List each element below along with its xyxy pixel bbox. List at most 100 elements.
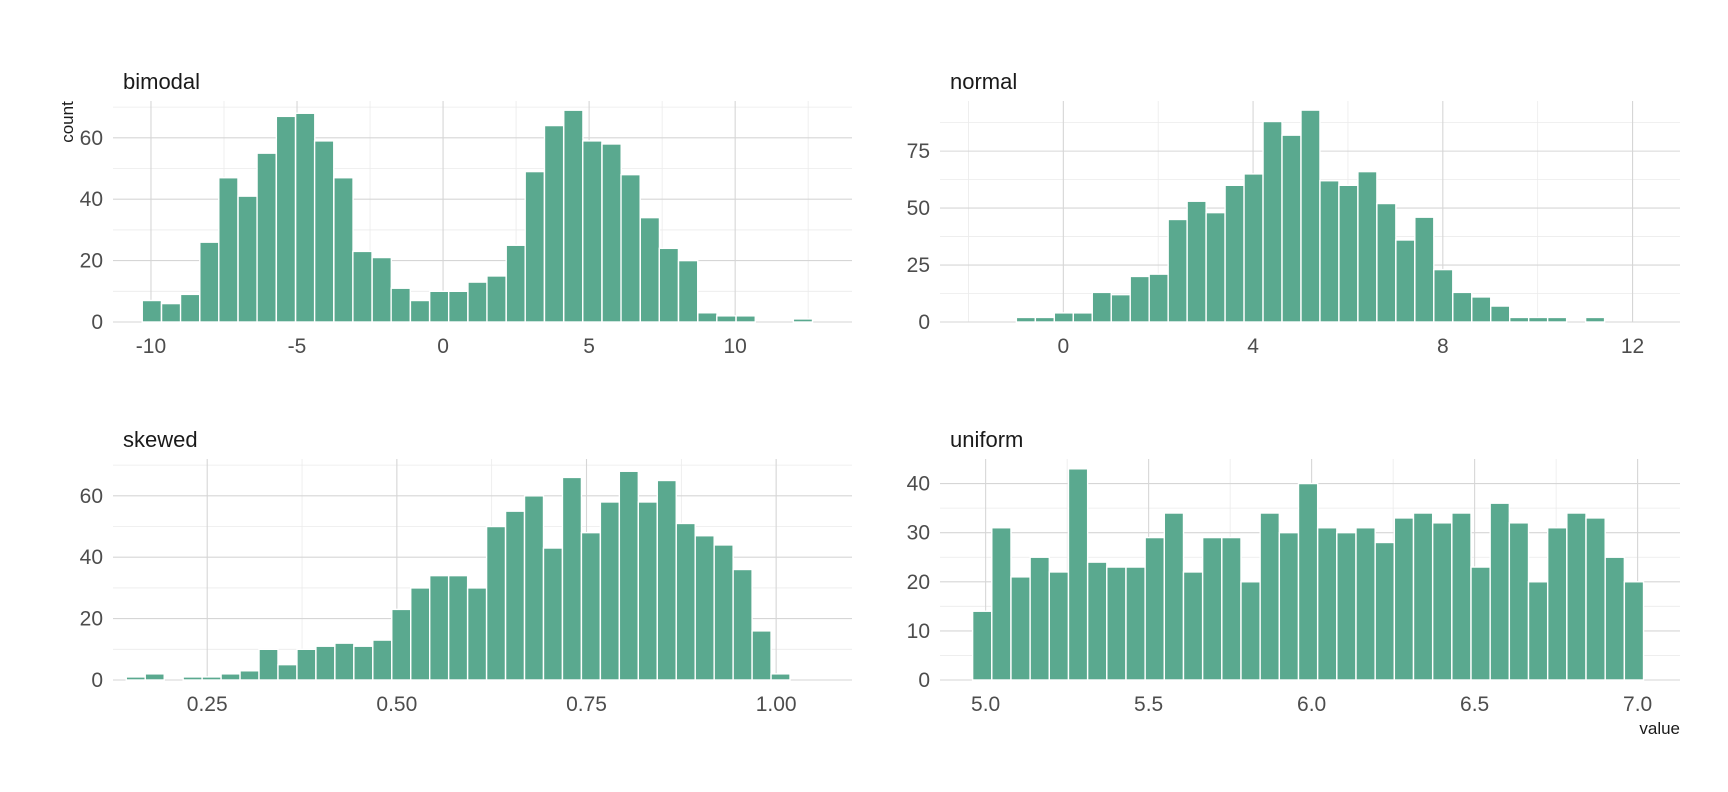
histogram-bar (601, 143, 622, 323)
y-tick-label: 40 (907, 473, 930, 496)
y-tick-label: 20 (80, 250, 103, 273)
histogram-bar (1029, 556, 1051, 681)
histogram-bar (1262, 120, 1283, 323)
histogram-bar (697, 312, 718, 323)
x-tick-label: 5 (583, 335, 595, 358)
histogram-bar (486, 275, 507, 323)
histogram-bar (1205, 211, 1226, 323)
histogram-bar (543, 124, 565, 323)
histogram-bar (1433, 268, 1454, 323)
histogram-bar (677, 259, 699, 323)
histogram-bar (334, 642, 355, 681)
x-tick-label: 5.0 (971, 693, 1000, 716)
y-tick-label: 50 (907, 197, 930, 220)
x-tick-label: 4 (1247, 335, 1259, 358)
histogram-bar (1412, 512, 1434, 681)
x-tick-label: 12 (1621, 335, 1644, 358)
y-tick-label: 30 (907, 522, 930, 545)
histogram-bar (390, 287, 411, 323)
histogram-bar (447, 574, 469, 681)
x-axis-title: value (1639, 719, 1680, 738)
y-axis-title: count (58, 101, 77, 143)
histogram-bar (1546, 316, 1568, 323)
facet-title: bimodal (123, 69, 200, 94)
histogram-bar (237, 195, 258, 323)
histogram-bar (637, 501, 658, 681)
x-tick-label: 0.75 (566, 693, 607, 716)
histogram-bar (409, 299, 431, 323)
x-tick-label: 6.5 (1460, 693, 1489, 716)
histogram-bar (523, 495, 545, 681)
x-tick-label: 0.25 (187, 693, 228, 716)
histogram-bar (1489, 502, 1511, 681)
histogram-bar (1585, 517, 1606, 681)
histogram-bar (1414, 216, 1435, 323)
histogram-bar (1091, 291, 1112, 323)
histogram-bar (1490, 305, 1511, 323)
histogram-bar (144, 673, 165, 681)
histogram-bar (1604, 556, 1626, 681)
histogram-bar (599, 501, 621, 681)
histogram-bar (372, 639, 393, 681)
x-tick-label: -5 (288, 335, 307, 358)
histogram-bar (1163, 512, 1185, 681)
histogram-bar (429, 574, 450, 681)
y-tick-label: 0 (91, 311, 103, 334)
histogram-bar (1182, 571, 1204, 681)
x-tick-label: 1.00 (756, 693, 797, 716)
histogram-bar (1527, 581, 1549, 681)
histogram-bar (991, 527, 1012, 681)
histogram-bar (1508, 522, 1530, 681)
facet-title: normal (950, 69, 1017, 94)
histogram-bar (1072, 312, 1093, 323)
histogram-bar (1471, 296, 1492, 323)
histogram-bar (1243, 173, 1264, 323)
histogram-bar (1186, 200, 1207, 323)
facet-panel-normal: 0 4 8 12 0 25 50 75 normal (907, 69, 1680, 358)
y-tick-label: 40 (80, 188, 103, 211)
y-tick-label: 60 (80, 485, 103, 508)
histogram-bar (1201, 536, 1223, 681)
histogram-bar (371, 256, 393, 323)
histogram-bar (770, 673, 791, 681)
histogram-bar (524, 170, 546, 323)
y-tick-label: 0 (91, 669, 103, 692)
histogram-bar (1452, 291, 1473, 323)
histogram-bar (1338, 184, 1359, 323)
histogram-bar (294, 112, 316, 323)
histogram-bar (1527, 316, 1549, 323)
y-tick-label: 60 (80, 127, 103, 150)
histogram-bar (504, 510, 526, 681)
histogram-bar (1509, 316, 1530, 323)
histogram-bar (1167, 218, 1188, 323)
histogram-bar (1336, 531, 1357, 681)
histogram-bar (1470, 566, 1491, 681)
histogram-bar (1584, 316, 1606, 323)
histogram-bar (275, 115, 297, 323)
histogram-bar (1357, 170, 1378, 323)
histogram-bar (182, 676, 203, 681)
histogram-bar (256, 152, 277, 323)
histogram-bar (1106, 566, 1127, 681)
facet-title: uniform (950, 427, 1023, 452)
histogram-bar (716, 315, 737, 323)
histogram-bar (218, 177, 239, 323)
facet-title: skewed (123, 427, 198, 452)
x-tick-label: 8 (1437, 335, 1449, 358)
histogram-bar (1281, 134, 1302, 323)
histogram-bar (675, 522, 696, 681)
histogram-bar (125, 676, 146, 681)
histogram-bar (1278, 531, 1300, 681)
histogram-bar (1221, 536, 1242, 681)
y-tick-label: 20 (80, 608, 103, 631)
histogram-bar (580, 531, 602, 681)
histogram-bar (658, 247, 680, 323)
histogram-bar (1144, 536, 1166, 681)
histogram-bar (1316, 527, 1338, 681)
histogram-bar (505, 244, 527, 323)
histogram-bar (258, 648, 279, 681)
x-tick-label: 5.5 (1134, 693, 1163, 716)
histogram-bar (694, 535, 715, 681)
histogram-bar (1086, 561, 1108, 681)
x-tick-label: 0 (437, 335, 449, 358)
